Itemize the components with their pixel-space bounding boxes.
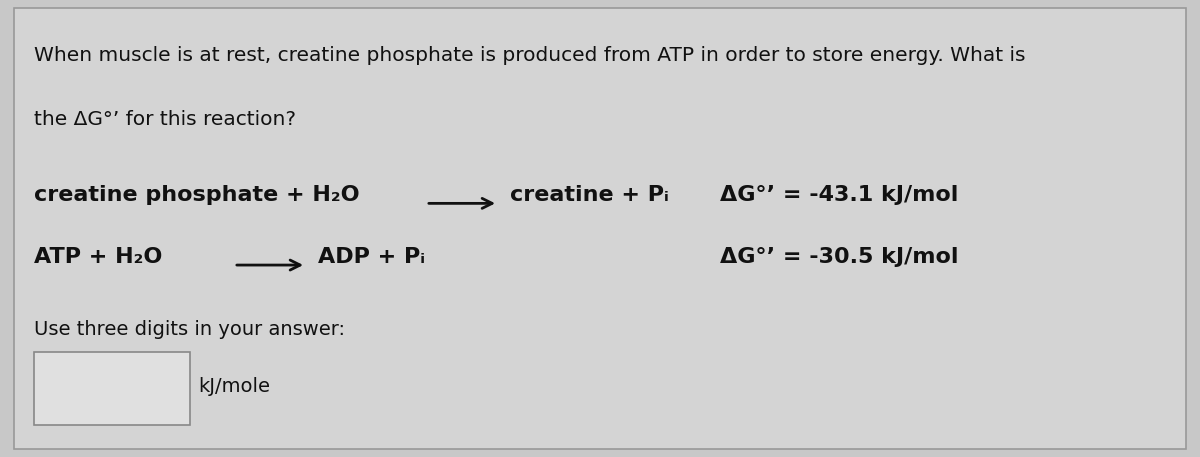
Text: When muscle is at rest, creatine phosphate is produced from ATP in order to stor: When muscle is at rest, creatine phospha… <box>34 46 1025 65</box>
Text: creatine phosphate + H₂O: creatine phosphate + H₂O <box>34 185 359 205</box>
Text: ΔG°’ = -43.1 kJ/mol: ΔG°’ = -43.1 kJ/mol <box>720 185 959 205</box>
FancyBboxPatch shape <box>34 352 190 425</box>
Text: kJ/mole: kJ/mole <box>198 377 270 396</box>
FancyBboxPatch shape <box>14 8 1186 449</box>
Text: the ΔG°’ for this reaction?: the ΔG°’ for this reaction? <box>34 110 295 129</box>
Text: ADP + Pᵢ: ADP + Pᵢ <box>318 247 425 267</box>
Text: ΔG°’ = -30.5 kJ/mol: ΔG°’ = -30.5 kJ/mol <box>720 247 959 267</box>
Text: creatine + Pᵢ: creatine + Pᵢ <box>510 185 668 205</box>
Text: Use three digits in your answer:: Use three digits in your answer: <box>34 320 344 339</box>
Text: ATP + H₂O: ATP + H₂O <box>34 247 162 267</box>
